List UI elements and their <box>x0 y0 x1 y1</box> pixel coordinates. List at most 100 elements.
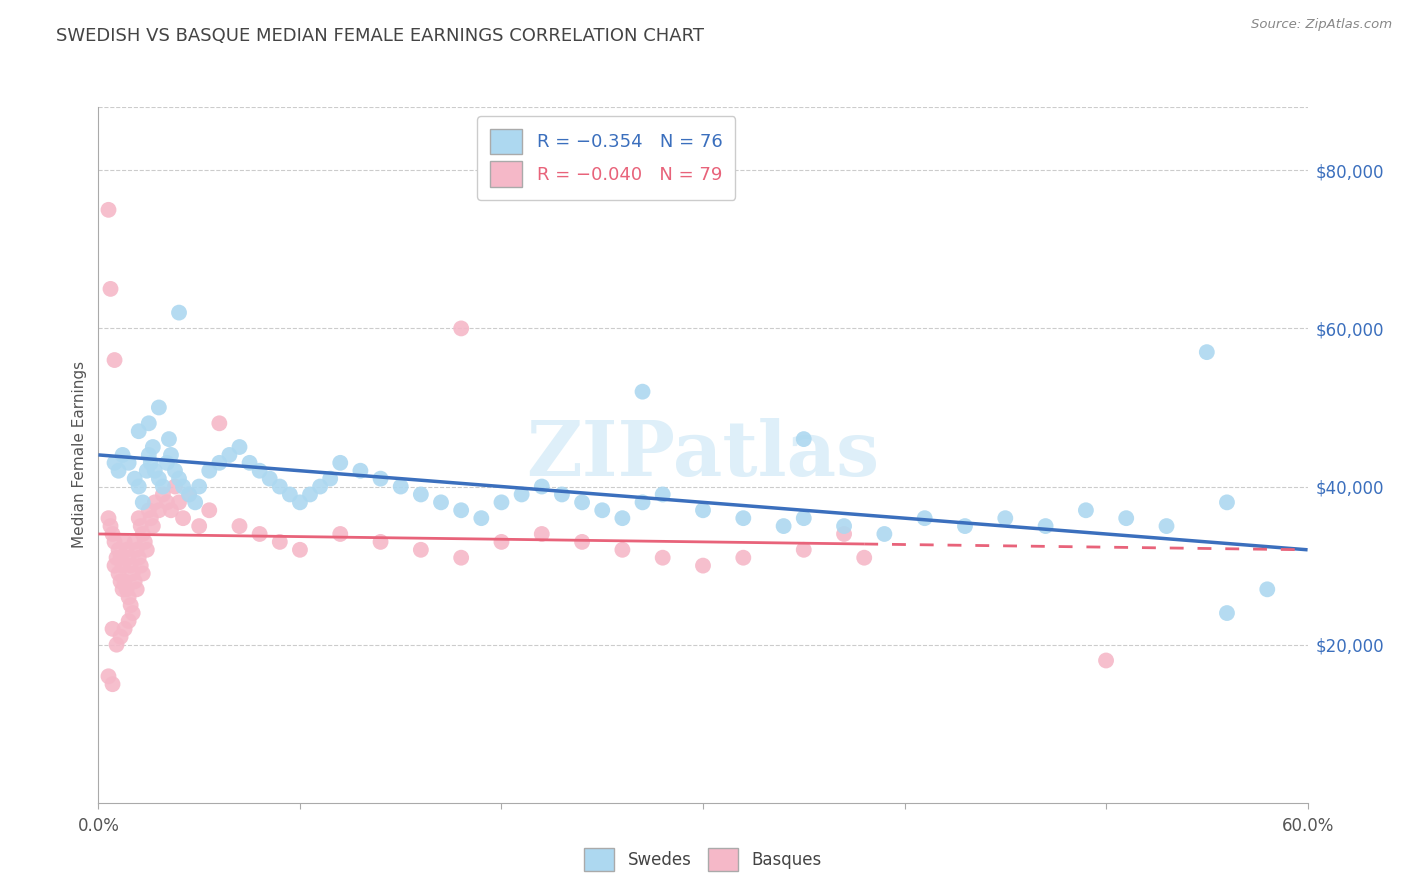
Point <box>115 542 138 557</box>
Point <box>124 535 146 549</box>
Point <box>97 669 120 683</box>
Point <box>124 472 146 486</box>
Point <box>148 472 170 486</box>
Point <box>125 542 148 557</box>
Point <box>873 527 896 541</box>
Point <box>128 511 150 525</box>
Point <box>97 511 120 525</box>
Point <box>103 456 125 470</box>
Point <box>129 519 152 533</box>
Point <box>125 582 148 597</box>
Point <box>1074 503 1097 517</box>
Point <box>772 519 794 533</box>
Point <box>249 527 271 541</box>
Point <box>299 487 322 501</box>
Point <box>1256 582 1278 597</box>
Point <box>128 550 150 565</box>
Point <box>100 519 122 533</box>
Point <box>139 511 162 525</box>
Point <box>124 574 146 589</box>
Point <box>470 511 492 525</box>
Point <box>692 558 714 573</box>
Point <box>121 566 143 581</box>
Y-axis label: Median Female Earnings: Median Female Earnings <box>72 361 87 549</box>
Point <box>793 511 815 525</box>
Point <box>571 495 593 509</box>
Point <box>97 202 120 217</box>
Point <box>163 464 186 478</box>
Point <box>111 558 134 573</box>
Point <box>218 448 240 462</box>
Point <box>148 401 170 415</box>
Point <box>148 503 170 517</box>
Point <box>450 321 472 335</box>
Point <box>156 456 179 470</box>
Text: SWEDISH VS BASQUE MEDIAN FEMALE EARNINGS CORRELATION CHART: SWEDISH VS BASQUE MEDIAN FEMALE EARNINGS… <box>56 27 704 45</box>
Point <box>793 432 815 446</box>
Point <box>491 535 513 549</box>
Point <box>114 574 136 589</box>
Point <box>188 519 211 533</box>
Point <box>1095 653 1118 667</box>
Point <box>120 598 142 612</box>
Point <box>167 305 190 319</box>
Point <box>239 456 262 470</box>
Point <box>118 456 141 470</box>
Point <box>107 566 129 581</box>
Point <box>160 448 183 462</box>
Point <box>409 542 432 557</box>
Point <box>101 622 124 636</box>
Point <box>188 479 211 493</box>
Point <box>129 558 152 573</box>
Point <box>138 448 160 462</box>
Point <box>953 519 976 533</box>
Point <box>157 432 180 446</box>
Point <box>228 440 250 454</box>
Point <box>370 472 392 486</box>
Point <box>389 479 412 493</box>
Point <box>110 630 132 644</box>
Point <box>120 558 142 573</box>
Point <box>118 550 141 565</box>
Point <box>101 527 124 541</box>
Point <box>105 550 128 565</box>
Point <box>208 417 231 431</box>
Point <box>329 456 352 470</box>
Point <box>208 456 231 470</box>
Point <box>103 558 125 573</box>
Point <box>1216 495 1239 509</box>
Point <box>139 456 162 470</box>
Point <box>184 495 207 509</box>
Point <box>152 479 174 493</box>
Point <box>128 479 150 493</box>
Point <box>110 550 132 565</box>
Point <box>101 677 124 691</box>
Point <box>591 503 613 517</box>
Point <box>100 282 122 296</box>
Point <box>138 503 160 517</box>
Point <box>530 479 553 493</box>
Point <box>269 479 291 493</box>
Point <box>132 495 155 509</box>
Text: ZIPatlas: ZIPatlas <box>526 418 880 491</box>
Point <box>651 550 673 565</box>
Point <box>259 472 281 486</box>
Point <box>370 535 392 549</box>
Point <box>319 472 342 486</box>
Point <box>832 527 855 541</box>
Point <box>249 464 271 478</box>
Point <box>105 638 128 652</box>
Point <box>135 542 157 557</box>
Point <box>172 511 194 525</box>
Point <box>612 542 634 557</box>
Point <box>450 550 472 565</box>
Point <box>134 535 156 549</box>
Point <box>114 622 136 636</box>
Text: Source: ZipAtlas.com: Source: ZipAtlas.com <box>1251 18 1392 31</box>
Point <box>269 535 291 549</box>
Point <box>111 582 134 597</box>
Point <box>329 527 352 541</box>
Point <box>994 511 1017 525</box>
Point <box>163 479 186 493</box>
Point <box>198 464 221 478</box>
